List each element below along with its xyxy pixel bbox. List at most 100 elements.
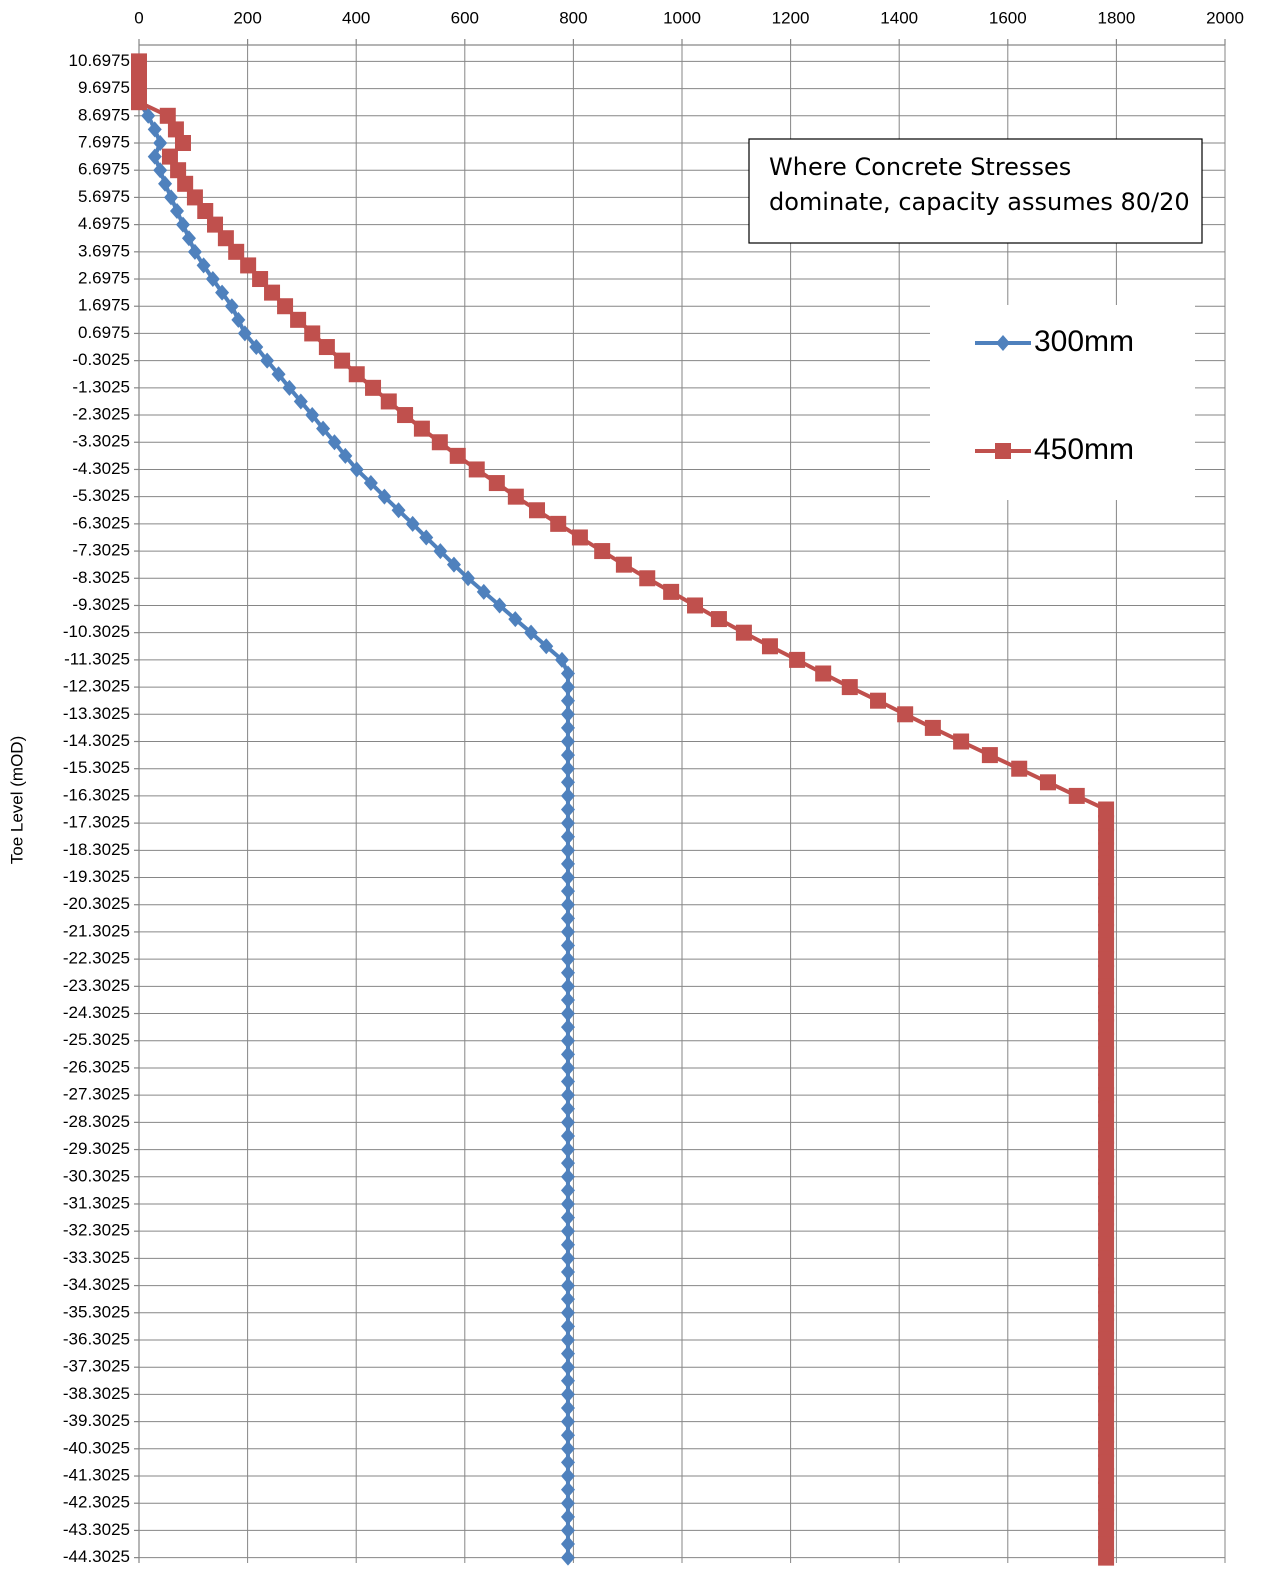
y-tick-label: 9.6975: [78, 78, 130, 97]
marker: [1098, 1236, 1115, 1253]
marker: [147, 121, 162, 138]
marker: [560, 1468, 575, 1485]
marker: [1098, 1345, 1115, 1362]
marker: [560, 1345, 575, 1362]
marker: [560, 828, 575, 845]
marker: [264, 284, 281, 301]
y-tick-label: -18.3025: [63, 840, 130, 859]
x-tick-label: 1200: [772, 8, 810, 27]
marker: [304, 325, 321, 342]
marker: [1098, 855, 1115, 872]
marker: [1098, 1100, 1115, 1117]
marker: [554, 651, 569, 668]
marker: [1098, 842, 1115, 859]
y-tick-label: -6.3025: [72, 513, 130, 532]
marker: [560, 1236, 575, 1253]
marker: [1098, 1427, 1115, 1444]
marker: [217, 230, 234, 247]
marker: [615, 556, 632, 573]
marker: [181, 230, 196, 247]
marker: [1098, 1522, 1115, 1539]
marker: [1098, 1277, 1115, 1294]
x-tick-label: 800: [559, 8, 587, 27]
y-tick-label: -32.3025: [63, 1221, 130, 1240]
marker: [507, 488, 524, 505]
marker: [419, 529, 434, 546]
marker: [560, 665, 575, 682]
marker: [1098, 1372, 1115, 1389]
marker: [159, 107, 176, 124]
y-tick-label: -33.3025: [63, 1248, 130, 1267]
marker: [560, 1073, 575, 1090]
marker: [348, 366, 365, 383]
y-tick-label: -15.3025: [63, 758, 130, 777]
marker: [560, 910, 575, 927]
marker: [1098, 1331, 1115, 1348]
marker: [560, 1127, 575, 1144]
marker: [175, 216, 190, 233]
marker: [327, 434, 342, 451]
marker: [761, 638, 778, 655]
marker: [870, 692, 887, 709]
y-tick-label: 8.6975: [78, 105, 130, 124]
y-tick-label: -27.3025: [63, 1085, 130, 1104]
marker: [560, 1155, 575, 1172]
marker: [560, 1005, 575, 1022]
marker: [789, 651, 806, 668]
marker: [560, 679, 575, 696]
marker: [560, 1440, 575, 1457]
marker: [560, 1386, 575, 1403]
marker: [594, 543, 611, 560]
marker: [560, 883, 575, 900]
marker: [560, 855, 575, 872]
marker: [446, 556, 461, 573]
marker: [1098, 1127, 1115, 1144]
marker: [560, 1277, 575, 1294]
marker: [560, 991, 575, 1008]
marker: [560, 1400, 575, 1417]
y-tick-label: -14.3025: [63, 731, 130, 750]
marker: [841, 679, 858, 696]
marker: [1098, 964, 1115, 981]
marker: [431, 434, 448, 451]
marker: [1098, 1413, 1115, 1430]
marker: [1098, 1087, 1115, 1104]
marker: [1098, 1059, 1115, 1076]
marker: [1098, 1046, 1115, 1063]
x-tick-label: 1000: [663, 8, 701, 27]
y-tick-label: -23.3025: [63, 976, 130, 995]
marker: [560, 964, 575, 981]
y-tick-label: 3.6975: [78, 241, 130, 260]
x-tick-label: 1800: [1097, 8, 1135, 27]
marker: [131, 53, 147, 70]
marker: [1098, 869, 1115, 886]
y-tick-label: -1.3025: [72, 377, 130, 396]
marker: [186, 189, 203, 206]
y-tick-label: -9.3025: [72, 595, 130, 614]
marker: [215, 284, 230, 301]
series-line: [137, 61, 1109, 1558]
legend-label: 450mm: [1034, 433, 1134, 466]
annotation-text: dominate, capacity assumes 80/20: [769, 188, 1190, 216]
marker: [293, 393, 308, 410]
marker: [461, 570, 476, 587]
marker: [349, 461, 364, 478]
y-tick-label: -13.3025: [63, 704, 130, 723]
y-tick-label: -19.3025: [63, 867, 130, 886]
marker: [560, 1318, 575, 1335]
marker: [167, 121, 184, 138]
marker: [560, 1209, 575, 1226]
y-tick-label: 0.6975: [78, 323, 130, 342]
marker: [1098, 1263, 1115, 1280]
y-tick-label: -4.3025: [72, 459, 130, 478]
y-tick-label: 10.6975: [69, 51, 130, 70]
marker: [560, 1182, 575, 1199]
marker: [560, 774, 575, 791]
y-tick-label: -5.3025: [72, 486, 130, 505]
marker: [391, 502, 406, 519]
y-tick-label: -20.3025: [63, 894, 130, 913]
marker: [560, 1250, 575, 1267]
marker: [1098, 1168, 1115, 1185]
legend-label: 300mm: [1034, 325, 1134, 358]
